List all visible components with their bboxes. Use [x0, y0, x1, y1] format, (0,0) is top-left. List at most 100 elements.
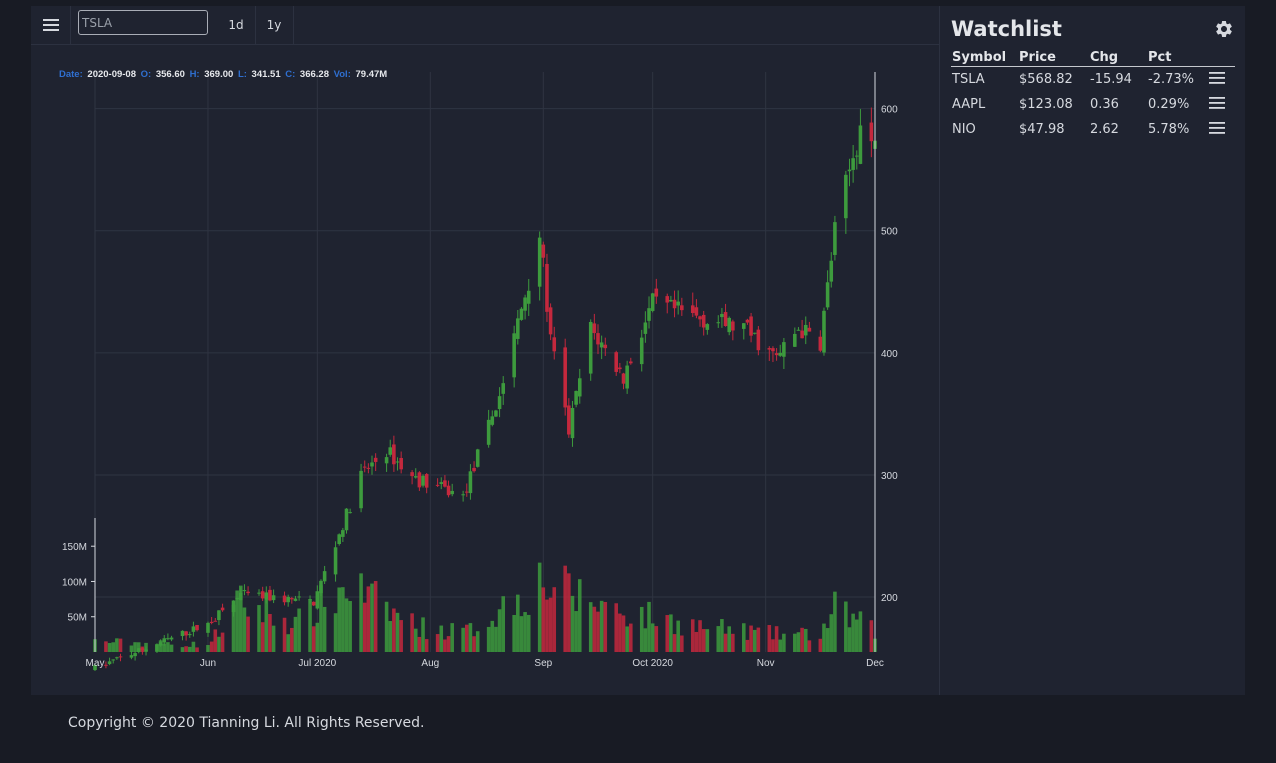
row-menu-icon[interactable] — [1209, 121, 1225, 134]
candle-body[interactable] — [742, 323, 746, 329]
candle-body[interactable] — [621, 373, 626, 384]
candle-body[interactable] — [625, 365, 629, 389]
interval-1d-button[interactable]: 1d — [217, 6, 256, 44]
candle-body[interactable] — [264, 592, 269, 600]
candle-body[interactable] — [694, 307, 699, 316]
candle-body[interactable] — [501, 383, 506, 394]
price-chart[interactable]: 200 300 400 500 600 May Jun Jul 2020 Aug Sep Oct 2… — [31, 6, 939, 695]
candle-body[interactable] — [727, 317, 731, 333]
candle-body[interactable] — [450, 490, 454, 495]
candle-body[interactable] — [745, 319, 750, 323]
candle-body[interactable] — [184, 631, 188, 636]
candle-body[interactable] — [395, 461, 400, 463]
candle-body[interactable] — [829, 260, 834, 282]
candle-body[interactable] — [410, 472, 414, 477]
candle-body[interactable] — [698, 316, 702, 320]
gear-icon[interactable] — [1214, 19, 1234, 39]
candle-body[interactable] — [213, 620, 218, 622]
candle-body[interactable] — [446, 485, 451, 496]
candle-body[interactable] — [362, 466, 367, 468]
candle-body[interactable] — [392, 444, 396, 465]
candle-body[interactable] — [333, 547, 338, 575]
candle-body[interactable] — [475, 449, 480, 467]
candle-body[interactable] — [209, 621, 214, 623]
candle-body[interactable] — [435, 484, 440, 486]
candle-body[interactable] — [833, 222, 837, 255]
candle-body[interactable] — [629, 361, 633, 364]
candle-body[interactable] — [541, 244, 546, 258]
candle-body[interactable] — [107, 661, 112, 665]
candle-body[interactable] — [144, 649, 148, 651]
candle-body[interactable] — [774, 353, 779, 356]
candle-body[interactable] — [388, 447, 393, 455]
watchlist-row-aapl[interactable]: AAPL $123.08 0.36 0.29% — [951, 92, 1235, 117]
candle-body[interactable] — [220, 607, 225, 611]
candle-body[interactable] — [618, 367, 622, 370]
candle-body[interactable] — [676, 301, 680, 306]
candle-body[interactable] — [519, 308, 524, 320]
candle-body[interactable] — [818, 336, 823, 351]
candle-body[interactable] — [526, 290, 531, 304]
candle-body[interactable] — [847, 169, 852, 172]
candle-body[interactable] — [716, 322, 721, 324]
row-menu-icon[interactable] — [1209, 71, 1225, 84]
candle-body[interactable] — [359, 470, 363, 509]
symbol-search-input[interactable] — [78, 10, 208, 35]
row-menu-icon[interactable] — [1209, 96, 1225, 109]
candle-body[interactable] — [158, 642, 163, 646]
candle-body[interactable] — [443, 480, 447, 487]
candle-body[interactable] — [370, 462, 374, 467]
candle-body[interactable] — [472, 467, 476, 472]
candle-body[interactable] — [286, 596, 290, 603]
column-header-symbol[interactable]: Symbol — [951, 49, 1018, 67]
candle-body[interactable] — [115, 657, 119, 659]
candle-body[interactable] — [639, 337, 644, 365]
candle-body[interactable] — [643, 322, 648, 334]
candle-body[interactable] — [337, 534, 341, 545]
row-symbol[interactable]: NIO — [952, 122, 976, 137]
candle-body[interactable] — [523, 297, 527, 311]
watchlist-row-nio[interactable]: NIO $47.98 2.62 5.78% — [951, 117, 1235, 142]
candle-body[interactable] — [552, 337, 557, 352]
candle-body[interactable] — [854, 155, 859, 157]
candle-body[interactable] — [680, 305, 684, 311]
candle-body[interactable] — [516, 318, 520, 339]
candle-body[interactable] — [308, 599, 312, 601]
candle-body[interactable] — [647, 308, 651, 321]
candle-body[interactable] — [803, 324, 808, 336]
candle-body[interactable] — [749, 316, 753, 336]
candle-body[interactable] — [767, 348, 772, 350]
candle-body[interactable] — [155, 644, 159, 652]
candle-body[interactable] — [650, 293, 655, 311]
candle-body[interactable] — [322, 571, 327, 582]
candle-body[interactable] — [756, 329, 761, 351]
candle-body[interactable] — [93, 664, 97, 671]
candle-body[interactable] — [439, 482, 444, 484]
candle-body[interactable] — [782, 342, 786, 357]
candle-body[interactable] — [461, 494, 465, 496]
candle-body[interactable] — [563, 347, 567, 408]
candle-body[interactable] — [701, 314, 706, 328]
candle-body[interactable] — [793, 333, 797, 347]
candle-body[interactable] — [315, 591, 320, 609]
candle-body[interactable] — [239, 592, 243, 601]
candle-body[interactable] — [421, 475, 425, 486]
candle-body[interactable] — [271, 595, 276, 601]
candle-body[interactable] — [129, 655, 134, 658]
candle-body[interactable] — [567, 405, 571, 435]
candle-body[interactable] — [654, 288, 659, 297]
candle-body[interactable] — [731, 321, 735, 331]
candle-body[interactable] — [118, 656, 123, 658]
candle-body[interactable] — [311, 601, 316, 606]
candle-body[interactable] — [424, 474, 429, 488]
candle-body[interactable] — [399, 457, 403, 470]
watchlist-row-tsla[interactable]: TSLA $568.82 -15.94 -2.73% — [951, 67, 1235, 93]
candle-body[interactable] — [494, 410, 498, 417]
column-header-chg[interactable]: Chg — [1089, 49, 1147, 67]
candle-body[interactable] — [577, 378, 582, 397]
column-header-pct[interactable]: Pct — [1147, 49, 1208, 67]
candle-body[interactable] — [217, 610, 221, 621]
candle-body[interactable] — [180, 630, 185, 637]
candle-body[interactable] — [545, 263, 549, 312]
candle-body[interactable] — [869, 122, 874, 142]
